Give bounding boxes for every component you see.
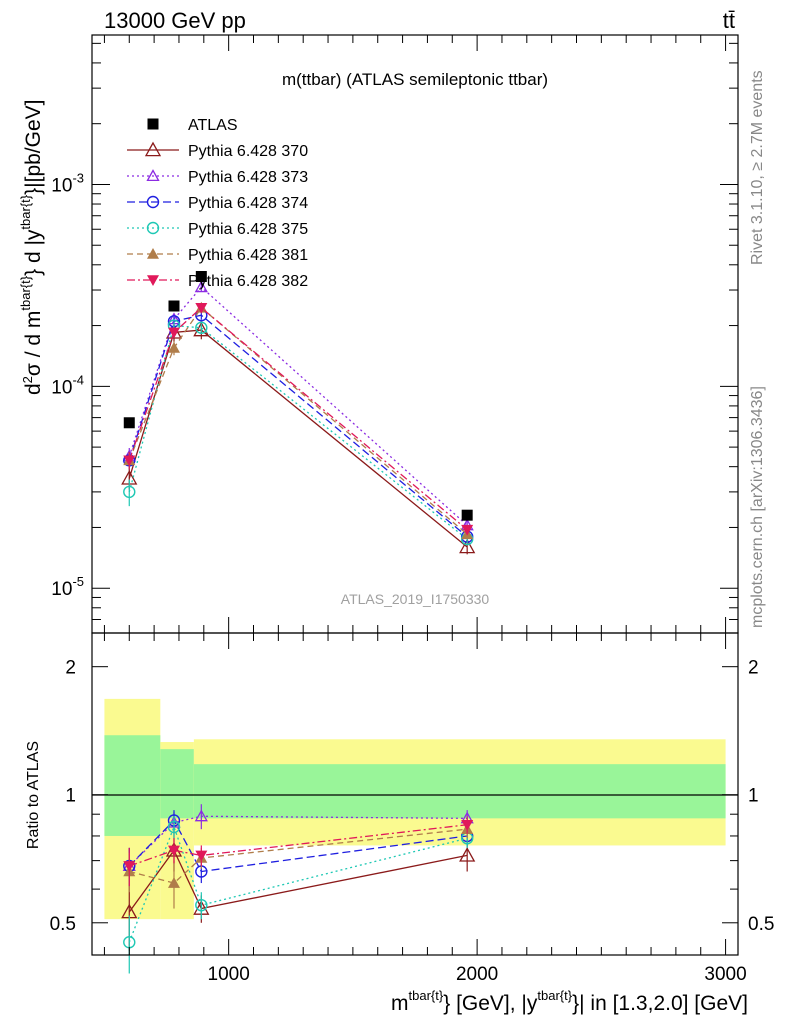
ratio-series-s382 — [123, 816, 474, 887]
main-y-label: d2σ / d mtbar{t}} d |ytbar{t}}|[pb/GeV] — [18, 100, 45, 396]
legend-marker — [147, 275, 159, 286]
legend-marker — [147, 118, 159, 130]
legend-marker — [144, 141, 162, 157]
data-point — [167, 327, 180, 339]
data-point — [195, 271, 207, 283]
ratio-series — [121, 804, 476, 974]
data-point — [461, 524, 474, 536]
ratio-point — [195, 850, 208, 862]
ratio-bands — [104, 698, 726, 920]
legend-entry: Pythia 6.428 373 — [127, 169, 308, 186]
legend-label: Pythia 6.428 381 — [188, 247, 308, 264]
ratio-y-label: Ratio to ATLAS — [25, 741, 42, 849]
legend-label: Pythia 6.428 373 — [188, 169, 308, 186]
legend-label: Pythia 6.428 374 — [188, 195, 308, 212]
plot-title: m(ttbar) (ATLAS semileptonic ttbar) — [282, 70, 548, 89]
legend-entry: Pythia 6.428 382 — [127, 273, 308, 290]
analysis-id: ATLAS_2019_I1750330 — [341, 591, 490, 607]
legend-label: Pythia 6.428 382 — [188, 273, 308, 290]
main-y-tick-label: 10-4 — [51, 372, 84, 398]
legend-entry: Pythia 6.428 381 — [127, 247, 308, 264]
legend-entry: Pythia 6.428 375 — [127, 221, 308, 238]
ratio-axes: 1000 2000 3000 0.5 0.5 1 1 2 2 — [50, 633, 774, 985]
main-panel: 10-5 10-4 10-3 m(ttbar) (ATLAS semileptoni… — [18, 34, 739, 634]
ratio-line — [129, 828, 468, 884]
series-line — [128, 286, 468, 526]
ratio-point — [195, 898, 208, 912]
ratio-line — [128, 819, 468, 873]
legend-label: Pythia 6.428 370 — [188, 143, 308, 160]
energy-label: 13000 GeV pp — [104, 8, 246, 33]
ratio-y-tick-label-right: 2 — [748, 658, 759, 679]
legend: ATLAS Pythia 6.428 370 Pythia 6.428 373 Pyt… — [127, 117, 308, 290]
x-tick-label: 2000 — [456, 964, 498, 985]
legend-entry: ATLAS — [147, 117, 238, 134]
ratio-point — [459, 847, 476, 862]
data-point — [195, 302, 208, 314]
ratio-y-tick-label: 1 — [65, 786, 76, 807]
legend-label: ATLAS — [188, 117, 238, 134]
ratio-point — [167, 877, 180, 888]
legend-marker — [146, 221, 160, 235]
series-line — [128, 306, 468, 535]
ratio-point — [167, 820, 181, 834]
x-axis-label: mtbar{t}} [GeV], |ytbar{t}}| in [1.3,2.0… — [391, 988, 748, 1015]
rivet-label: Rivet 3.1.10, ≥ 2.7M events — [749, 70, 766, 265]
series-line — [128, 324, 468, 540]
ratio-point — [167, 845, 180, 857]
ratio-line — [128, 815, 468, 867]
series-s375 — [123, 319, 474, 546]
main-series — [121, 271, 476, 555]
data-point — [123, 455, 136, 467]
ratio-frame — [91, 632, 739, 956]
data-point — [193, 321, 210, 337]
main-y-axis: 10-5 10-4 10-3 — [51, 35, 738, 634]
x-tick-label: 3000 — [704, 964, 746, 985]
ratio-point — [461, 819, 474, 831]
ratio-y-tick-label-right: 1 — [748, 786, 759, 807]
ratio-point — [194, 809, 208, 822]
main-y-tick-label: 10-5 — [51, 574, 84, 600]
data-point — [194, 280, 208, 293]
series-s370 — [121, 321, 476, 555]
ratio-panel: 1000 2000 3000 0.5 0.5 1 1 2 2 Ratio to ATLAS mt… — [25, 632, 774, 1015]
uncertainty-band-inner — [160, 749, 194, 819]
data-point — [195, 321, 208, 334]
data-point — [461, 509, 473, 521]
series-s382 — [123, 302, 474, 536]
source-label: mcplots.cern.ch [arXiv:1306.3436] — [749, 386, 766, 628]
ratio-line — [128, 825, 468, 943]
ratio-point — [123, 861, 136, 872]
ratio-y-tick-label: 2 — [65, 658, 76, 679]
series-line — [128, 329, 468, 548]
uncertainty-band-inner — [104, 735, 161, 836]
series-s373 — [122, 280, 474, 531]
data-point — [123, 485, 136, 499]
series-data — [123, 271, 473, 521]
ratio-line — [129, 824, 468, 867]
legend-marker — [146, 195, 160, 209]
ratio-line — [128, 849, 468, 913]
series-line — [128, 306, 468, 531]
ratio-y-tick-label: 0.5 — [50, 914, 76, 935]
process-label: tt̄ — [723, 8, 735, 33]
series-line — [128, 314, 468, 538]
legend-marker — [147, 248, 159, 259]
uncertainty-band-inner — [193, 764, 726, 819]
data-point — [123, 417, 135, 429]
main-y-tick-label: 10-3 — [51, 170, 84, 196]
data-point — [168, 300, 180, 312]
ratio-series-s375 — [123, 816, 474, 974]
data-point — [459, 538, 476, 554]
legend-entry: Pythia 6.428 374 — [127, 195, 308, 212]
legend-entry: Pythia 6.428 370 — [127, 141, 308, 160]
ratio-y-tick-label-right: 0.5 — [748, 914, 774, 935]
x-tick-label: 1000 — [208, 964, 250, 985]
legend-marker — [146, 169, 160, 182]
legend-label: Pythia 6.428 375 — [188, 221, 308, 238]
data-point — [167, 341, 180, 353]
